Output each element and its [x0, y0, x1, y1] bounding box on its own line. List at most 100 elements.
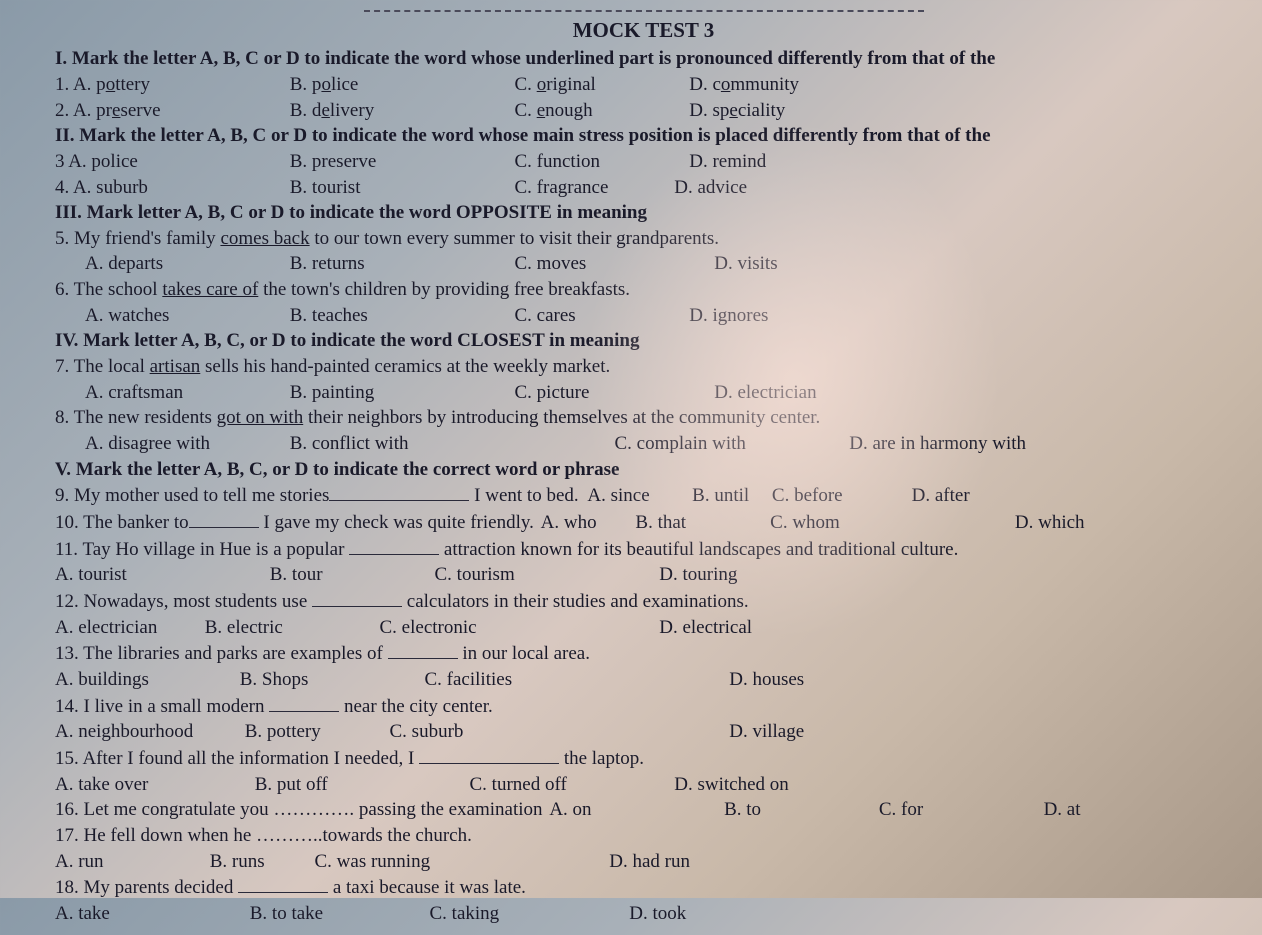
- q2: 2. A. preserve B. delivery C. enough D. …: [55, 98, 1232, 124]
- q14-b: B. pottery: [245, 719, 385, 745]
- q8-a: A. disagree with: [85, 431, 285, 457]
- q5-opts: A. departs B. returns C. moves D. visits: [55, 251, 1232, 277]
- q17-c: C. was running: [315, 849, 605, 875]
- q18-c: C. taking: [430, 901, 625, 927]
- q10: 10. The banker to I gave my check was qu…: [55, 509, 1232, 536]
- q16: 16. Let me congratulate you …………. passin…: [55, 797, 1232, 823]
- section-3-heading: III. Mark letter A, B, C or D to indicat…: [55, 200, 1232, 226]
- q1-c: C. original: [515, 72, 685, 98]
- q7-opts: A. craftsman B. painting C. picture D. e…: [55, 380, 1232, 406]
- q2-c: C. enough: [515, 98, 685, 124]
- q7-c: C. picture: [515, 380, 710, 406]
- q1-d: D. community: [689, 72, 799, 98]
- q10-a: A. who: [541, 510, 631, 536]
- q8-c: C. complain with: [615, 431, 845, 457]
- q11-b: B. tour: [270, 562, 430, 588]
- q8-b: B. conflict with: [290, 431, 610, 457]
- q12-opts: A. electrician B. electric C. electronic…: [55, 615, 1232, 641]
- q1-b: B. police: [290, 72, 510, 98]
- q6-a: A. watches: [85, 303, 285, 329]
- q9-b: B. until: [692, 483, 767, 509]
- q3-a: 3 A. police: [55, 149, 285, 175]
- q6-c: C. cares: [515, 303, 685, 329]
- q4-a: 4. A. suburb: [55, 175, 285, 201]
- q3-c: C. function: [515, 149, 685, 175]
- q18-opts: A. take B. to take C. taking D. took: [55, 901, 1232, 927]
- q16-c: C. for: [879, 797, 1039, 823]
- q1: 1. A. pottery B. police C. original D. c…: [55, 72, 1232, 98]
- q15-c: C. turned off: [470, 772, 670, 798]
- q11-d: D. touring: [659, 562, 737, 588]
- q13-c: C. facilities: [425, 667, 725, 693]
- q3-d: D. remind: [689, 149, 766, 175]
- q18-a: A. take: [55, 901, 245, 927]
- section-2-heading: II. Mark the letter A, B, C or D to indi…: [55, 123, 1232, 149]
- q13-d: D. houses: [729, 667, 804, 693]
- q12-a: A. electrician: [55, 615, 200, 641]
- q17-a: A. run: [55, 849, 205, 875]
- q13-b: B. Shops: [240, 667, 420, 693]
- blank: [238, 874, 328, 893]
- q18-b: B. to take: [250, 901, 425, 927]
- q14-a: A. neighbourhood: [55, 719, 240, 745]
- blank: [349, 536, 439, 555]
- q13-stem: 13. The libraries and parks are examples…: [55, 640, 1232, 667]
- q15-b: B. put off: [255, 772, 465, 798]
- q5-d: D. visits: [714, 251, 777, 277]
- q6-d: D. ignores: [689, 303, 768, 329]
- q4-b: B. tourist: [290, 175, 510, 201]
- blank: [312, 588, 402, 607]
- blank: [419, 745, 559, 764]
- q17-opts: A. run B. runs C. was running D. had run: [55, 849, 1232, 875]
- q10-b: B. that: [635, 510, 765, 536]
- q8-stem: 8. The new residents got on with their n…: [55, 405, 1232, 431]
- section-4-heading: IV. Mark letter A, B, C, or D to indicat…: [55, 328, 1232, 354]
- q2-d: D. speciality: [689, 98, 785, 124]
- q15-stem: 15. After I found all the information I …: [55, 745, 1232, 772]
- q14-c: C. suburb: [390, 719, 725, 745]
- q4: 4. A. suburb B. tourist C. fragrance D. …: [55, 175, 1232, 201]
- blank: [388, 640, 458, 659]
- blank: [329, 482, 469, 501]
- q4-d: D. advice: [674, 175, 747, 201]
- q8-d: D. are in harmony with: [849, 431, 1026, 457]
- q9: 9. My mother used to tell me stories I w…: [55, 482, 1232, 509]
- q3: 3 A. police B. preserve C. function D. r…: [55, 149, 1232, 175]
- q13-opts: A. buildings B. Shops C. facilities D. h…: [55, 667, 1232, 693]
- q8-opts: A. disagree with B. conflict with C. com…: [55, 431, 1232, 457]
- q5-a: A. departs: [85, 251, 285, 277]
- q5-c: C. moves: [515, 251, 710, 277]
- q16-b: B. to: [724, 797, 874, 823]
- q16-d: D. at: [1044, 797, 1081, 823]
- q5-stem: 5. My friend's family comes back to our …: [55, 226, 1232, 252]
- section-1-heading: I. Mark the letter A, B, C or D to indic…: [55, 46, 1232, 72]
- q18-d: D. took: [629, 901, 686, 927]
- q17-stem: 17. He fell down when he ………..towards th…: [55, 823, 1232, 849]
- q7-a: A. craftsman: [85, 380, 285, 406]
- q7-stem: 7. The local artisan sells his hand-pain…: [55, 354, 1232, 380]
- q14-d: D. village: [729, 719, 804, 745]
- q15-a: A. take over: [55, 772, 250, 798]
- page-title: MOCK TEST 3: [55, 16, 1232, 44]
- q1-a: 1. A. pottery: [55, 72, 285, 98]
- section-5-heading: V. Mark the letter A, B, C, or D to indi…: [55, 457, 1232, 483]
- q12-d: D. electrical: [659, 615, 752, 641]
- q2-a: 2. A. preserve: [55, 98, 285, 124]
- q9-c: C. before: [772, 483, 907, 509]
- q5-b: B. returns: [290, 251, 510, 277]
- top-divider: [364, 10, 924, 12]
- q4-c: C. fragrance: [515, 175, 670, 201]
- q7-d: D. electrician: [714, 380, 816, 406]
- q14-stem: 14. I live in a small modern near the ci…: [55, 693, 1232, 720]
- q12-stem: 12. Nowadays, most students use calculat…: [55, 588, 1232, 615]
- q3-b: B. preserve: [290, 149, 510, 175]
- q11-a: A. tourist: [55, 562, 265, 588]
- q18-stem: 18. My parents decided a taxi because it…: [55, 874, 1232, 901]
- q15-d: D. switched on: [674, 772, 789, 798]
- q16-a: A. on: [549, 797, 719, 823]
- q12-b: B. electric: [205, 615, 375, 641]
- q14-opts: A. neighbourhood B. pottery C. suburb D.…: [55, 719, 1232, 745]
- mock-test-page: MOCK TEST 3 I. Mark the letter A, B, C o…: [0, 0, 1262, 935]
- q7-b: B. painting: [290, 380, 510, 406]
- q15-opts: A. take over B. put off C. turned off D.…: [55, 772, 1232, 798]
